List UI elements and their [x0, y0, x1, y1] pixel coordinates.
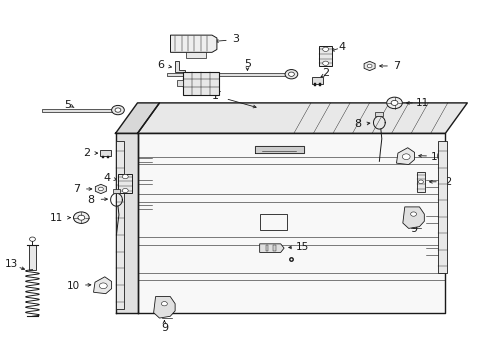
Text: 7: 7: [73, 184, 80, 194]
Circle shape: [367, 64, 372, 68]
Polygon shape: [364, 61, 375, 71]
Circle shape: [402, 154, 410, 159]
Bar: [177, 80, 183, 86]
Text: 3: 3: [232, 35, 239, 44]
Text: 8: 8: [354, 120, 361, 129]
Circle shape: [285, 69, 298, 79]
Polygon shape: [396, 148, 415, 165]
Circle shape: [122, 188, 128, 193]
Circle shape: [387, 97, 402, 109]
Text: 11: 11: [416, 98, 429, 108]
Circle shape: [74, 212, 89, 224]
Text: 5: 5: [244, 59, 251, 69]
Circle shape: [411, 212, 416, 216]
Circle shape: [112, 105, 124, 115]
Bar: [100, 150, 111, 156]
Bar: [319, 46, 332, 66]
Bar: [273, 245, 276, 251]
Text: 10: 10: [431, 152, 444, 162]
Bar: [319, 83, 321, 86]
Bar: [260, 214, 287, 230]
Bar: [416, 172, 425, 192]
Polygon shape: [255, 146, 304, 153]
Circle shape: [98, 187, 103, 191]
Bar: [116, 140, 124, 309]
Circle shape: [391, 100, 398, 105]
Circle shape: [323, 61, 329, 66]
Text: 11: 11: [50, 213, 64, 222]
Text: 2: 2: [83, 148, 90, 158]
Text: 4: 4: [338, 42, 345, 51]
Text: 15: 15: [296, 242, 309, 252]
Circle shape: [122, 175, 128, 179]
Text: 13: 13: [5, 259, 18, 269]
Bar: [266, 245, 269, 251]
Bar: [312, 77, 323, 84]
Bar: [314, 83, 316, 86]
Text: 12: 12: [440, 177, 453, 187]
Text: 1: 1: [212, 91, 219, 101]
Text: 7: 7: [393, 61, 400, 71]
Bar: [107, 156, 109, 158]
Bar: [438, 140, 447, 273]
Bar: [113, 189, 121, 193]
Text: 14: 14: [209, 86, 222, 96]
Polygon shape: [116, 134, 138, 313]
Polygon shape: [171, 35, 217, 52]
Polygon shape: [138, 134, 445, 313]
Text: 5: 5: [65, 100, 72, 110]
Polygon shape: [260, 244, 284, 252]
Bar: [186, 52, 206, 58]
Text: 2: 2: [322, 68, 329, 78]
Circle shape: [78, 215, 85, 220]
Bar: [119, 174, 132, 193]
Text: 4: 4: [104, 173, 111, 183]
Polygon shape: [175, 60, 185, 72]
Circle shape: [99, 283, 107, 289]
Bar: [183, 72, 220, 95]
Polygon shape: [94, 277, 112, 294]
Polygon shape: [96, 184, 106, 194]
Polygon shape: [403, 207, 424, 228]
Circle shape: [29, 237, 35, 241]
Text: 9: 9: [410, 225, 417, 234]
Circle shape: [115, 108, 121, 112]
Bar: [375, 112, 383, 116]
Text: 6: 6: [157, 60, 165, 70]
Text: 10: 10: [67, 281, 79, 291]
Circle shape: [161, 302, 167, 306]
Text: 9: 9: [161, 323, 168, 333]
Bar: [167, 73, 292, 76]
Text: 8: 8: [88, 195, 95, 205]
Bar: [102, 156, 104, 158]
Bar: [42, 109, 118, 112]
Circle shape: [289, 72, 294, 76]
Bar: [28, 244, 36, 270]
Polygon shape: [154, 297, 175, 318]
Polygon shape: [116, 103, 159, 134]
Circle shape: [323, 47, 329, 51]
Circle shape: [418, 180, 423, 184]
Polygon shape: [138, 103, 467, 134]
